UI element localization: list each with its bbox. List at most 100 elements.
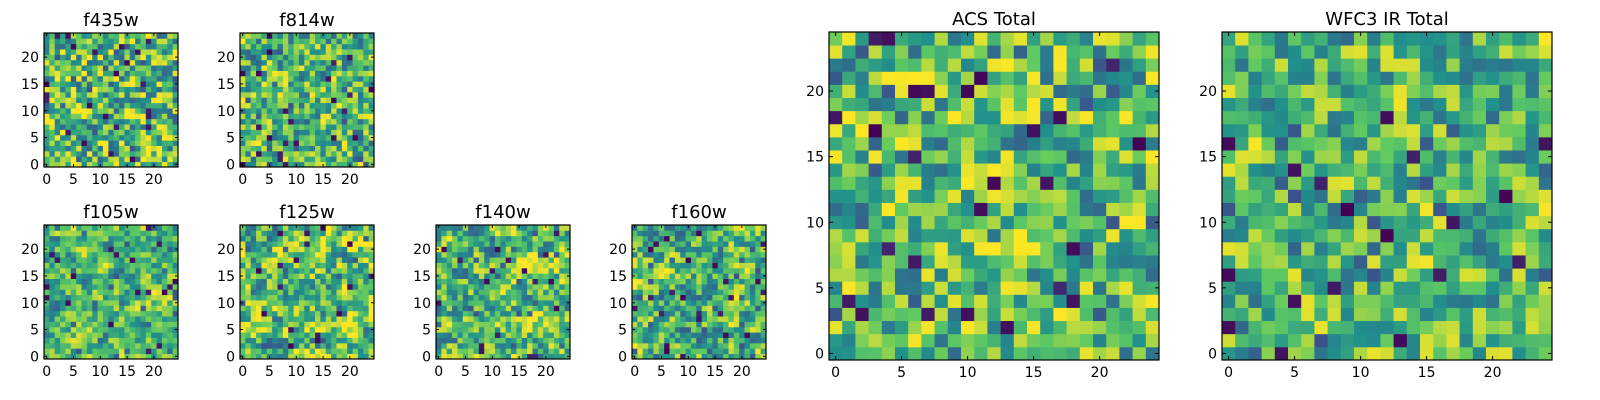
heatmap-cell <box>272 321 278 328</box>
heatmap-cell <box>537 267 544 274</box>
heatmap-cell <box>478 353 485 360</box>
heatmap-cell <box>298 267 305 274</box>
heatmap-cell <box>172 140 179 146</box>
heatmap-cell <box>81 332 88 338</box>
heatmap-cell <box>484 262 490 269</box>
heatmap-cell <box>755 300 762 306</box>
heatmap-cell <box>277 235 284 242</box>
heatmap-cell <box>277 348 284 355</box>
heatmap-cell <box>1027 97 1041 112</box>
heatmap-cell <box>250 316 257 322</box>
heatmap-cell <box>1235 215 1249 230</box>
heatmap-cell <box>1132 58 1147 72</box>
heatmap-cell <box>1079 320 1094 335</box>
heatmap-cell <box>288 54 294 61</box>
heatmap-cell <box>696 230 703 237</box>
heatmap-cell <box>1420 163 1434 177</box>
heatmap-cell <box>1027 320 1041 335</box>
x-tick-label: 5 <box>461 364 470 380</box>
heatmap-cell <box>521 267 528 274</box>
heatmap-cell <box>167 70 174 77</box>
heatmap-cell <box>1093 294 1107 308</box>
heatmap-cell <box>102 118 109 125</box>
heatmap-cell <box>1459 333 1474 348</box>
heatmap-cell <box>452 332 458 338</box>
heatmap-cell <box>336 113 343 120</box>
heatmap-cell <box>309 161 316 168</box>
heatmap-cell <box>855 320 869 335</box>
heatmap-cell <box>293 156 300 163</box>
heatmap-cell <box>1013 110 1028 125</box>
heatmap-cell <box>685 251 692 258</box>
heatmap-cell <box>484 283 490 290</box>
heatmap-cell <box>347 342 353 349</box>
x-tick-label: 10 <box>287 172 305 188</box>
heatmap-cell <box>855 215 869 230</box>
heatmap-cell <box>881 255 896 269</box>
heatmap-cell <box>559 337 566 344</box>
heatmap-cell <box>1538 228 1553 243</box>
heatmap-cell <box>559 251 566 258</box>
heatmap-cell <box>266 43 273 50</box>
heatmap-cell <box>961 215 975 230</box>
heatmap-cell <box>309 225 316 231</box>
heatmap-cell <box>102 129 109 136</box>
heatmap-cell <box>156 225 163 231</box>
heatmap-cell <box>76 86 82 93</box>
heatmap-cell <box>749 257 756 263</box>
heatmap-cell <box>81 230 88 237</box>
heatmap-cell <box>256 235 262 242</box>
heatmap-cell <box>947 84 962 98</box>
heatmap-cell <box>272 267 278 274</box>
heatmap-cell <box>113 59 120 66</box>
heatmap-cell <box>70 251 77 258</box>
heatmap-cell <box>304 310 311 317</box>
heatmap-cell <box>648 230 654 237</box>
heatmap-cell <box>261 321 268 328</box>
heatmap-cell <box>363 235 370 242</box>
heatmap-cell <box>363 251 370 258</box>
heatmap-cell <box>81 150 88 157</box>
heatmap-cell <box>728 342 735 349</box>
heatmap-cell <box>119 342 125 349</box>
heatmap-cell <box>256 230 262 237</box>
heatmap-cell <box>446 321 453 328</box>
heatmap-cell <box>261 91 268 98</box>
heatmap-cell <box>446 289 453 296</box>
heatmap-cell <box>331 235 337 242</box>
y-tick-label: 10 <box>21 296 39 312</box>
heatmap-cell <box>733 257 740 263</box>
heatmap-cell <box>288 225 294 231</box>
heatmap-cell <box>352 305 359 312</box>
heatmap-cell <box>341 113 348 120</box>
heatmap-cell <box>728 235 735 242</box>
heatmap-cell <box>1354 150 1368 164</box>
heatmap-cell <box>1093 281 1107 295</box>
heatmap-cell <box>559 235 566 242</box>
heatmap-cell <box>172 65 179 71</box>
heatmap-cell <box>1066 307 1081 322</box>
heatmap-cell <box>1053 84 1067 98</box>
heatmap-cell <box>553 305 560 312</box>
heatmap-cell <box>553 353 560 360</box>
heatmap-cell <box>516 267 523 274</box>
heatmap-cell <box>119 337 125 344</box>
heatmap-cell <box>1314 320 1328 335</box>
heatmap-cell <box>1525 281 1540 295</box>
heatmap-cell <box>325 102 332 109</box>
heatmap-cell <box>717 342 724 349</box>
heatmap-cell <box>331 113 337 120</box>
heatmap-cell <box>489 278 496 285</box>
heatmap-cell <box>65 124 72 130</box>
heatmap-cell <box>113 353 120 360</box>
heatmap-cell <box>298 289 305 296</box>
heatmap-cell <box>881 71 896 85</box>
heatmap-cell <box>696 278 703 285</box>
heatmap-cell <box>548 321 555 328</box>
heatmap-cell <box>108 246 115 253</box>
heatmap-cell <box>315 102 321 109</box>
heatmap-cell <box>733 305 740 312</box>
heatmap-cell <box>49 156 56 163</box>
heatmap-cell <box>92 230 98 237</box>
heatmap-cell <box>352 294 359 301</box>
